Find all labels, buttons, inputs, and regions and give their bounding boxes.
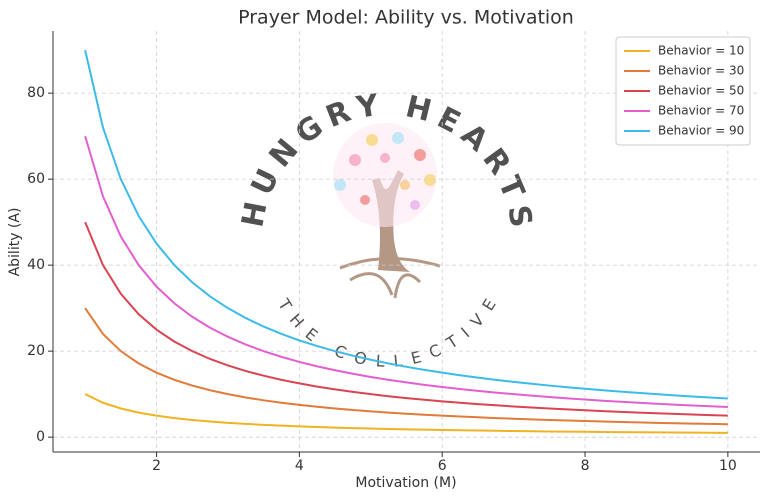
series-line (84, 307, 728, 426)
legend-label: Behavior = 70 (658, 104, 744, 118)
y-tick-label: 80 (27, 85, 45, 101)
legend-box (615, 36, 751, 146)
y-tick-label: 0 (36, 429, 45, 445)
y-tick-label: 60 (27, 171, 45, 187)
series-line (84, 393, 728, 434)
series-line (84, 221, 728, 417)
legend-label: Behavior = 50 (658, 84, 744, 98)
chart-title: Prayer Model: Ability vs. Motivation (238, 7, 574, 29)
x-tick-label: 8 (581, 458, 590, 474)
x-tick-label: 2 (152, 458, 161, 474)
x-axis-label: Motivation (M) (355, 475, 456, 491)
watermark-subtitle-text: THE COLLECTIVE (274, 295, 500, 371)
x-tick-label: 6 (438, 458, 447, 474)
tree-leaves (333, 123, 437, 227)
y-tick-label: 40 (27, 257, 45, 273)
y-tick-label: 20 (27, 343, 45, 359)
legend-label: Behavior = 90 (658, 124, 744, 138)
tree-roots (339, 256, 441, 299)
x-tick-label: 10 (719, 458, 737, 474)
legend-label: Behavior = 10 (658, 44, 744, 58)
y-axis-label: Ability (A) (7, 208, 23, 277)
series-line (84, 135, 728, 409)
legend: Behavior = 10 Behavior = 30 Behavior = 50 B… (615, 36, 751, 146)
watermark: HUNGRY HEARTS THE COLLECTIVE (235, 88, 538, 371)
legend-label: Behavior = 30 (658, 64, 744, 78)
series-line (84, 49, 728, 400)
x-tick-label: 4 (295, 458, 304, 474)
watermark-subtitle: THE COLLECTIVE (274, 295, 500, 371)
